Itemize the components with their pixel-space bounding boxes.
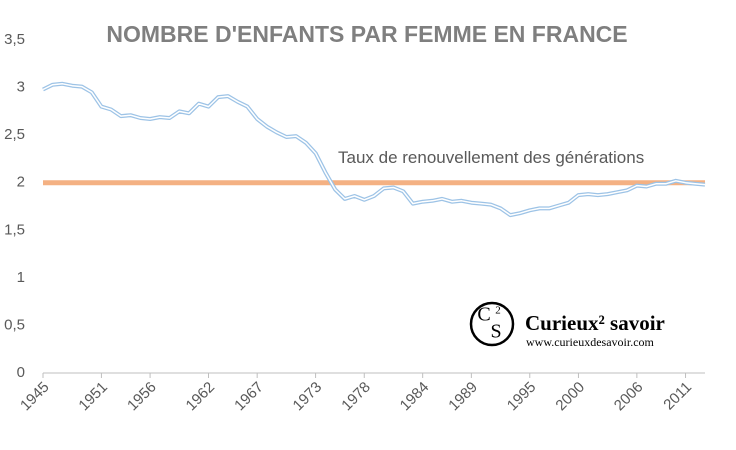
x-tick-label: 1962 <box>183 379 219 415</box>
watermark: C 2 S Curieux² savoir www.curieuxdesavoi… <box>469 301 665 349</box>
y-tick-label: 1,5 <box>4 221 25 238</box>
x-tick-label: 1973 <box>290 379 326 415</box>
y-tick-label: 3 <box>17 79 25 96</box>
y-tick-label: 0,5 <box>4 316 25 333</box>
logo-letter: 2 <box>495 305 501 317</box>
x-tick-label: 2011 <box>660 379 695 414</box>
x-tick-label: 1984 <box>397 379 433 415</box>
y-tick-label: 3,5 <box>4 31 25 48</box>
x-tick-label: 1951 <box>75 379 111 415</box>
y-tick-label: 1 <box>17 269 25 286</box>
reference-label: Taux de renouvellement des générations <box>338 148 644 167</box>
x-tick-label: 1978 <box>338 379 374 415</box>
logo-circle <box>469 301 515 347</box>
logo-letter: C <box>477 304 490 326</box>
series-line-inner <box>42 83 706 216</box>
x-tick-label: 1967 <box>231 379 267 415</box>
x-tick-label: 1945 <box>17 379 53 415</box>
watermark-url: www.curieuxdesavoir.com <box>526 335 655 349</box>
chart-title: NOMBRE D'ENFANTS PAR FEMME EN FRANCE <box>106 21 627 47</box>
x-tick-label: 1995 <box>504 379 540 415</box>
y-tick-label: 0 <box>17 364 25 381</box>
x-tick-label: 1989 <box>445 379 481 415</box>
logo-letter: S <box>490 321 501 343</box>
y-tick-label: 2,5 <box>4 126 25 143</box>
x-tick-label: 1956 <box>124 379 160 415</box>
x-tick-label: 2006 <box>611 379 647 415</box>
x-tick-label: 2000 <box>552 379 588 415</box>
y-tick-label: 2 <box>17 174 25 191</box>
watermark-name: Curieux² savoir <box>525 311 665 335</box>
